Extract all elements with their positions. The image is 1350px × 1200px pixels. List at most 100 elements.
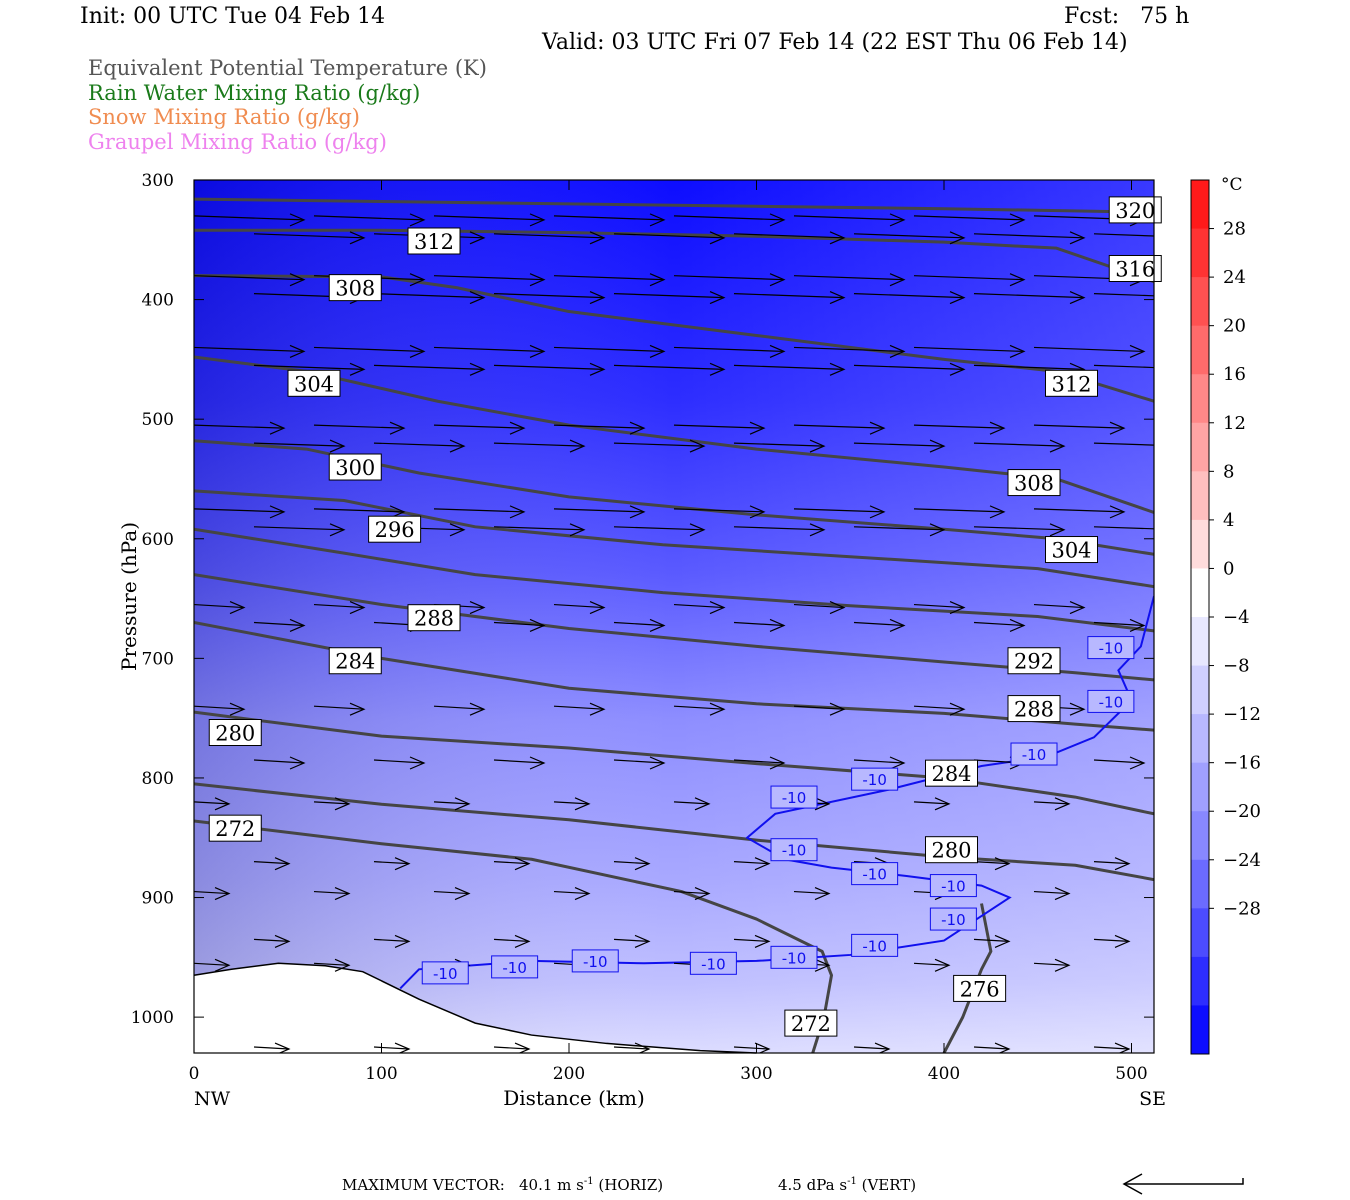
isotherm-label-box <box>689 951 737 975</box>
init-time: Init: 00 UTC Tue 04 Feb 14 <box>80 4 386 29</box>
x-tick-label: 0 <box>189 1064 200 1084</box>
terrain-outline <box>193 962 757 1054</box>
theta-e-label: 280 <box>931 839 971 863</box>
isotherm-label: -10 <box>502 959 527 977</box>
y-tick-label: 1000 <box>131 1008 174 1028</box>
theta-e-label-box <box>407 227 461 255</box>
theta-e-label: 292 <box>1014 650 1054 674</box>
x-tick-label: 200 <box>553 1064 585 1084</box>
isotherm-label: -10 <box>1099 693 1124 711</box>
isotherm-label-box <box>929 907 977 931</box>
isotherm-label: -10 <box>941 911 966 929</box>
colorbar-swatch <box>1191 956 1209 1006</box>
y-tick-label: 700 <box>142 649 174 669</box>
theta-e-label: 304 <box>1051 539 1091 563</box>
theta-e-label-box <box>925 836 978 864</box>
colorbar-label: −24 <box>1223 850 1261 871</box>
max-vector-label: MAXIMUM VECTOR: <box>342 1176 505 1194</box>
colorbar-swatch <box>1191 519 1209 569</box>
isotherm-label-box <box>1087 689 1135 713</box>
y-tick-label: 900 <box>142 889 174 909</box>
theta-e-label-box <box>287 369 341 397</box>
theta-e-label: 296 <box>375 518 415 542</box>
colorbar-label: 24 <box>1223 267 1246 288</box>
theta-e-contour-280 <box>194 782 1154 882</box>
isotherm-label-box <box>1087 636 1135 660</box>
isotherm-label-box <box>421 961 469 985</box>
colorbar-label: −4 <box>1223 607 1250 628</box>
theta-e-label: 288 <box>414 607 454 631</box>
colorbar-unit: °C <box>1221 175 1243 195</box>
colorbar-label: 8 <box>1223 461 1234 482</box>
y-tick-label: 300 <box>142 171 174 191</box>
theta-e-contour-320 <box>194 197 1154 214</box>
isotherm-label: -10 <box>1099 640 1124 658</box>
legend-snow: Snow Mixing Ratio (g/kg) <box>88 105 360 129</box>
colorbar-swatch <box>1191 325 1209 375</box>
colorbar-swatch <box>1191 471 1209 521</box>
colorbar-label: 28 <box>1223 219 1246 240</box>
theta-e-label: 308 <box>1014 472 1054 496</box>
theta-e-label-box <box>328 647 382 675</box>
theta-e-label-box <box>1108 196 1162 224</box>
theta-e-contour-272 <box>942 903 993 1053</box>
theta-e-label-box <box>328 453 382 481</box>
theta-e-label: 312 <box>414 230 454 254</box>
isotherm-label: -10 <box>941 878 966 896</box>
theta-e-contour-300 <box>194 489 1154 589</box>
temperature-shading-horizontal <box>194 180 1154 1053</box>
theta-e-label-box <box>925 759 978 787</box>
theta-e-label: 288 <box>1014 698 1054 722</box>
theta-e-label-box <box>784 1009 838 1037</box>
x-tick-label: 300 <box>740 1064 772 1084</box>
theta-e-label: 300 <box>335 456 375 480</box>
colorbar-swatch <box>1191 811 1209 861</box>
isotherm-label: -10 <box>782 842 807 860</box>
x-endpoint-se: SE <box>1139 1088 1166 1110</box>
y-tick-label: 600 <box>142 530 174 550</box>
legend-rain: Rain Water Mixing Ratio (g/kg) <box>88 81 421 105</box>
colorbar-label: 16 <box>1223 364 1246 385</box>
valid-time: Valid: 03 UTC Fri 07 Feb 14 (22 EST Thu … <box>542 30 1128 55</box>
legend-theta-e: Equivalent Potential Temperature (K) <box>88 56 487 80</box>
isotherm-label: -10 <box>862 937 887 955</box>
colorbar-swatch <box>1191 908 1209 958</box>
y-axis-label: Pressure (hPa) <box>117 522 141 671</box>
colorbar-swatch <box>1191 617 1209 667</box>
isotherm-label: -10 <box>583 953 608 971</box>
theta-e-label-box <box>368 515 422 543</box>
theta-e-contour-304 <box>194 439 1154 556</box>
theta-e-label-box <box>953 974 1007 1002</box>
theta-e-contour-292 <box>194 573 1154 682</box>
colorbar-label: −12 <box>1223 704 1261 725</box>
isotherm-label: -10 <box>862 771 887 789</box>
colorbar-swatch <box>1191 1005 1209 1055</box>
theta-e-label: 272 <box>215 817 255 841</box>
max-vector-horiz: 40.1 m s-1 (HORIZ) <box>519 1176 664 1194</box>
isotherm-label-box <box>851 862 899 886</box>
isotherm-label-box <box>851 933 899 957</box>
x-endpoint-nw: NW <box>194 1088 231 1110</box>
isotherm-label-box <box>770 945 818 969</box>
theta-e-contour-316 <box>194 228 1154 284</box>
theta-e-label: 284 <box>931 762 971 786</box>
isotherm-label: -10 <box>782 789 807 807</box>
colorbar-swatch <box>1191 180 1209 230</box>
colorbar-label: 20 <box>1223 316 1246 337</box>
theta-e-label-box <box>1045 536 1098 564</box>
isotherm-label: -10 <box>1022 746 1047 764</box>
colorbar-swatch <box>1191 762 1209 812</box>
isotherm-label: -10 <box>862 866 887 884</box>
x-tick-label: 400 <box>928 1064 960 1084</box>
theta-e-label-box <box>1108 254 1162 282</box>
theta-e-label: 272 <box>791 1012 831 1036</box>
theta-e-contour-296 <box>194 527 1154 633</box>
colorbar-swatch <box>1191 422 1209 472</box>
colorbar-swatch <box>1191 665 1209 715</box>
theta-e-label: 280 <box>215 722 255 746</box>
isotherm-label-box <box>1010 742 1058 766</box>
colorbar-label: 12 <box>1223 413 1246 434</box>
theta-e-label: 308 <box>335 277 375 301</box>
x-axis-label: Distance (km) <box>503 1086 645 1110</box>
